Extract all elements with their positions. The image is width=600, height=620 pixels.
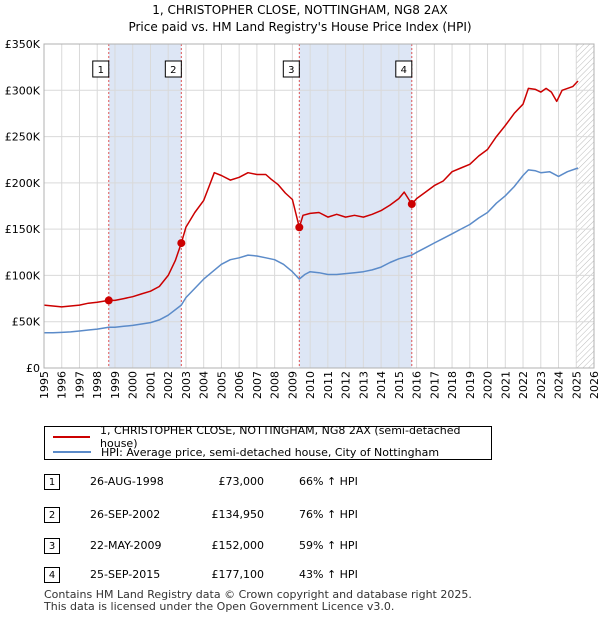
sale-price: £134,950 — [211, 508, 265, 521]
x-tick-label: 2007 — [251, 371, 264, 399]
x-tick-label: 1998 — [91, 371, 104, 399]
sale-date: 26-AUG-1998 — [90, 475, 164, 488]
x-tick-label: 2009 — [286, 371, 299, 399]
sale-date: 25-SEP-2015 — [90, 568, 161, 581]
x-tick-label: 2001 — [144, 371, 157, 399]
sale-hpi-change: 76% ↑ HPI — [299, 508, 358, 521]
x-tick-label: 2010 — [304, 371, 317, 399]
sale-date: 26-SEP-2002 — [90, 508, 161, 521]
x-tick-label: 2017 — [428, 371, 441, 399]
y-tick-label: £250K — [5, 131, 41, 144]
price-chart: 1, CHRISTOPHER CLOSE, NOTTINGHAM, NG8 2A… — [5, 3, 600, 399]
sale-number-box — [282, 60, 300, 78]
y-tick-label: £100K — [5, 269, 41, 282]
legend-label-property: 1, CHRISTOPHER CLOSE, NOTTINGHAM, NG8 2A… — [100, 424, 461, 450]
x-tick-label: 2022 — [517, 371, 530, 399]
x-tick-label: 2002 — [162, 371, 175, 399]
x-tick-label: 2015 — [393, 371, 406, 399]
x-tick-label: 2008 — [269, 371, 282, 399]
chart-title: 1, CHRISTOPHER CLOSE, NOTTINGHAM, NG8 2A… — [152, 3, 448, 17]
x-tick-label: 1995 — [38, 371, 51, 399]
attribution-footer: Contains HM Land Registry data © Crown c… — [44, 589, 472, 613]
x-tick-label: 2013 — [357, 371, 370, 399]
x-tick-label: 2023 — [535, 371, 548, 399]
sale-number-label: 2 — [170, 65, 176, 76]
attribution-line: Contains HM Land Registry data © Crown c… — [44, 588, 472, 601]
table-row: 3 22-MAY-2009 £152,000 59% ↑ HPI — [44, 538, 444, 556]
ownership-span — [299, 44, 412, 368]
sale-marker-num: 1 — [44, 474, 60, 490]
sale-number-box — [92, 60, 110, 78]
x-tick-label: 2004 — [198, 371, 211, 399]
sale-number-label: 1 — [98, 65, 104, 76]
legend-swatch-property — [53, 436, 91, 438]
sale-date: 22-MAY-2009 — [90, 539, 162, 552]
sale-number-box — [164, 60, 182, 78]
x-tick-label: 2003 — [180, 371, 193, 399]
x-tick-label: 2020 — [482, 371, 495, 399]
plot-frame — [43, 43, 595, 369]
sale-number-box — [395, 60, 413, 78]
hpi-series-line — [44, 167, 579, 334]
x-tick-label: 2000 — [127, 371, 140, 399]
table-row: 1 26-AUG-1998 £73,000 66% ↑ HPI — [44, 474, 444, 492]
legend-item-hpi: HPI: Average price, semi-detached house,… — [53, 445, 439, 459]
x-tick-label: 2005 — [215, 371, 228, 399]
sale-marker-num: 3 — [44, 538, 60, 554]
x-tick-label: 1997 — [73, 371, 86, 399]
x-tick-label: 2024 — [553, 371, 566, 399]
x-tick-label: 1996 — [56, 371, 69, 399]
x-tick-label: 2014 — [375, 371, 388, 399]
legend-swatch-hpi — [53, 451, 91, 453]
y-tick-label: £300K — [5, 84, 41, 97]
forecast-hatch — [576, 44, 594, 368]
sale-price: £73,000 — [218, 475, 265, 488]
legend-label-hpi: HPI: Average price, semi-detached house,… — [101, 445, 440, 459]
x-tick-label: 2025 — [570, 371, 583, 399]
ownership-span — [108, 44, 182, 368]
sale-hpi-change: 66% ↑ HPI — [299, 475, 358, 488]
sale-price: £152,000 — [211, 539, 265, 552]
sale-point — [407, 200, 416, 209]
sale-point — [104, 296, 113, 305]
legend-item-property: 1, CHRISTOPHER CLOSE, NOTTINGHAM, NG8 2A… — [53, 424, 491, 450]
sale-number-label: 3 — [288, 65, 294, 76]
x-tick-label: 2012 — [340, 371, 353, 399]
y-tick-label: £150K — [5, 223, 41, 236]
sale-hpi-change: 59% ↑ HPI — [299, 539, 358, 552]
chart-subtitle: Price paid vs. HM Land Registry's House … — [128, 20, 471, 34]
x-tick-label: 2021 — [499, 371, 512, 399]
x-tick-label: 2016 — [411, 371, 424, 399]
y-tick-label: £350K — [5, 38, 41, 51]
sale-price: £177,100 — [211, 568, 265, 581]
x-tick-label: 1999 — [109, 371, 122, 399]
table-row: 4 25-SEP-2015 £177,100 43% ↑ HPI — [44, 567, 444, 585]
x-tick-label: 2019 — [464, 371, 477, 399]
x-tick-label: 2026 — [588, 371, 600, 399]
x-tick-label: 2018 — [446, 371, 459, 399]
chart-legend: 1, CHRISTOPHER CLOSE, NOTTINGHAM, NG8 2A… — [44, 424, 492, 460]
sale-point — [295, 223, 304, 232]
x-tick-label: 2006 — [233, 371, 246, 399]
y-tick-label: £200K — [5, 177, 41, 190]
property-series-line — [43, 80, 579, 308]
x-tick-label: 2011 — [322, 371, 335, 399]
sale-marker-num: 4 — [44, 567, 60, 583]
license-line: This data is licensed under the Open Gov… — [44, 600, 395, 613]
sale-number-label: 4 — [401, 65, 407, 76]
sale-marker-num: 2 — [44, 507, 60, 523]
sale-hpi-change: 43% ↑ HPI — [299, 568, 358, 581]
sale-point — [177, 239, 186, 248]
y-tick-label: £0 — [26, 362, 40, 375]
table-row: 2 26-SEP-2002 £134,950 76% ↑ HPI — [44, 507, 444, 525]
y-tick-label: £50K — [12, 316, 41, 329]
